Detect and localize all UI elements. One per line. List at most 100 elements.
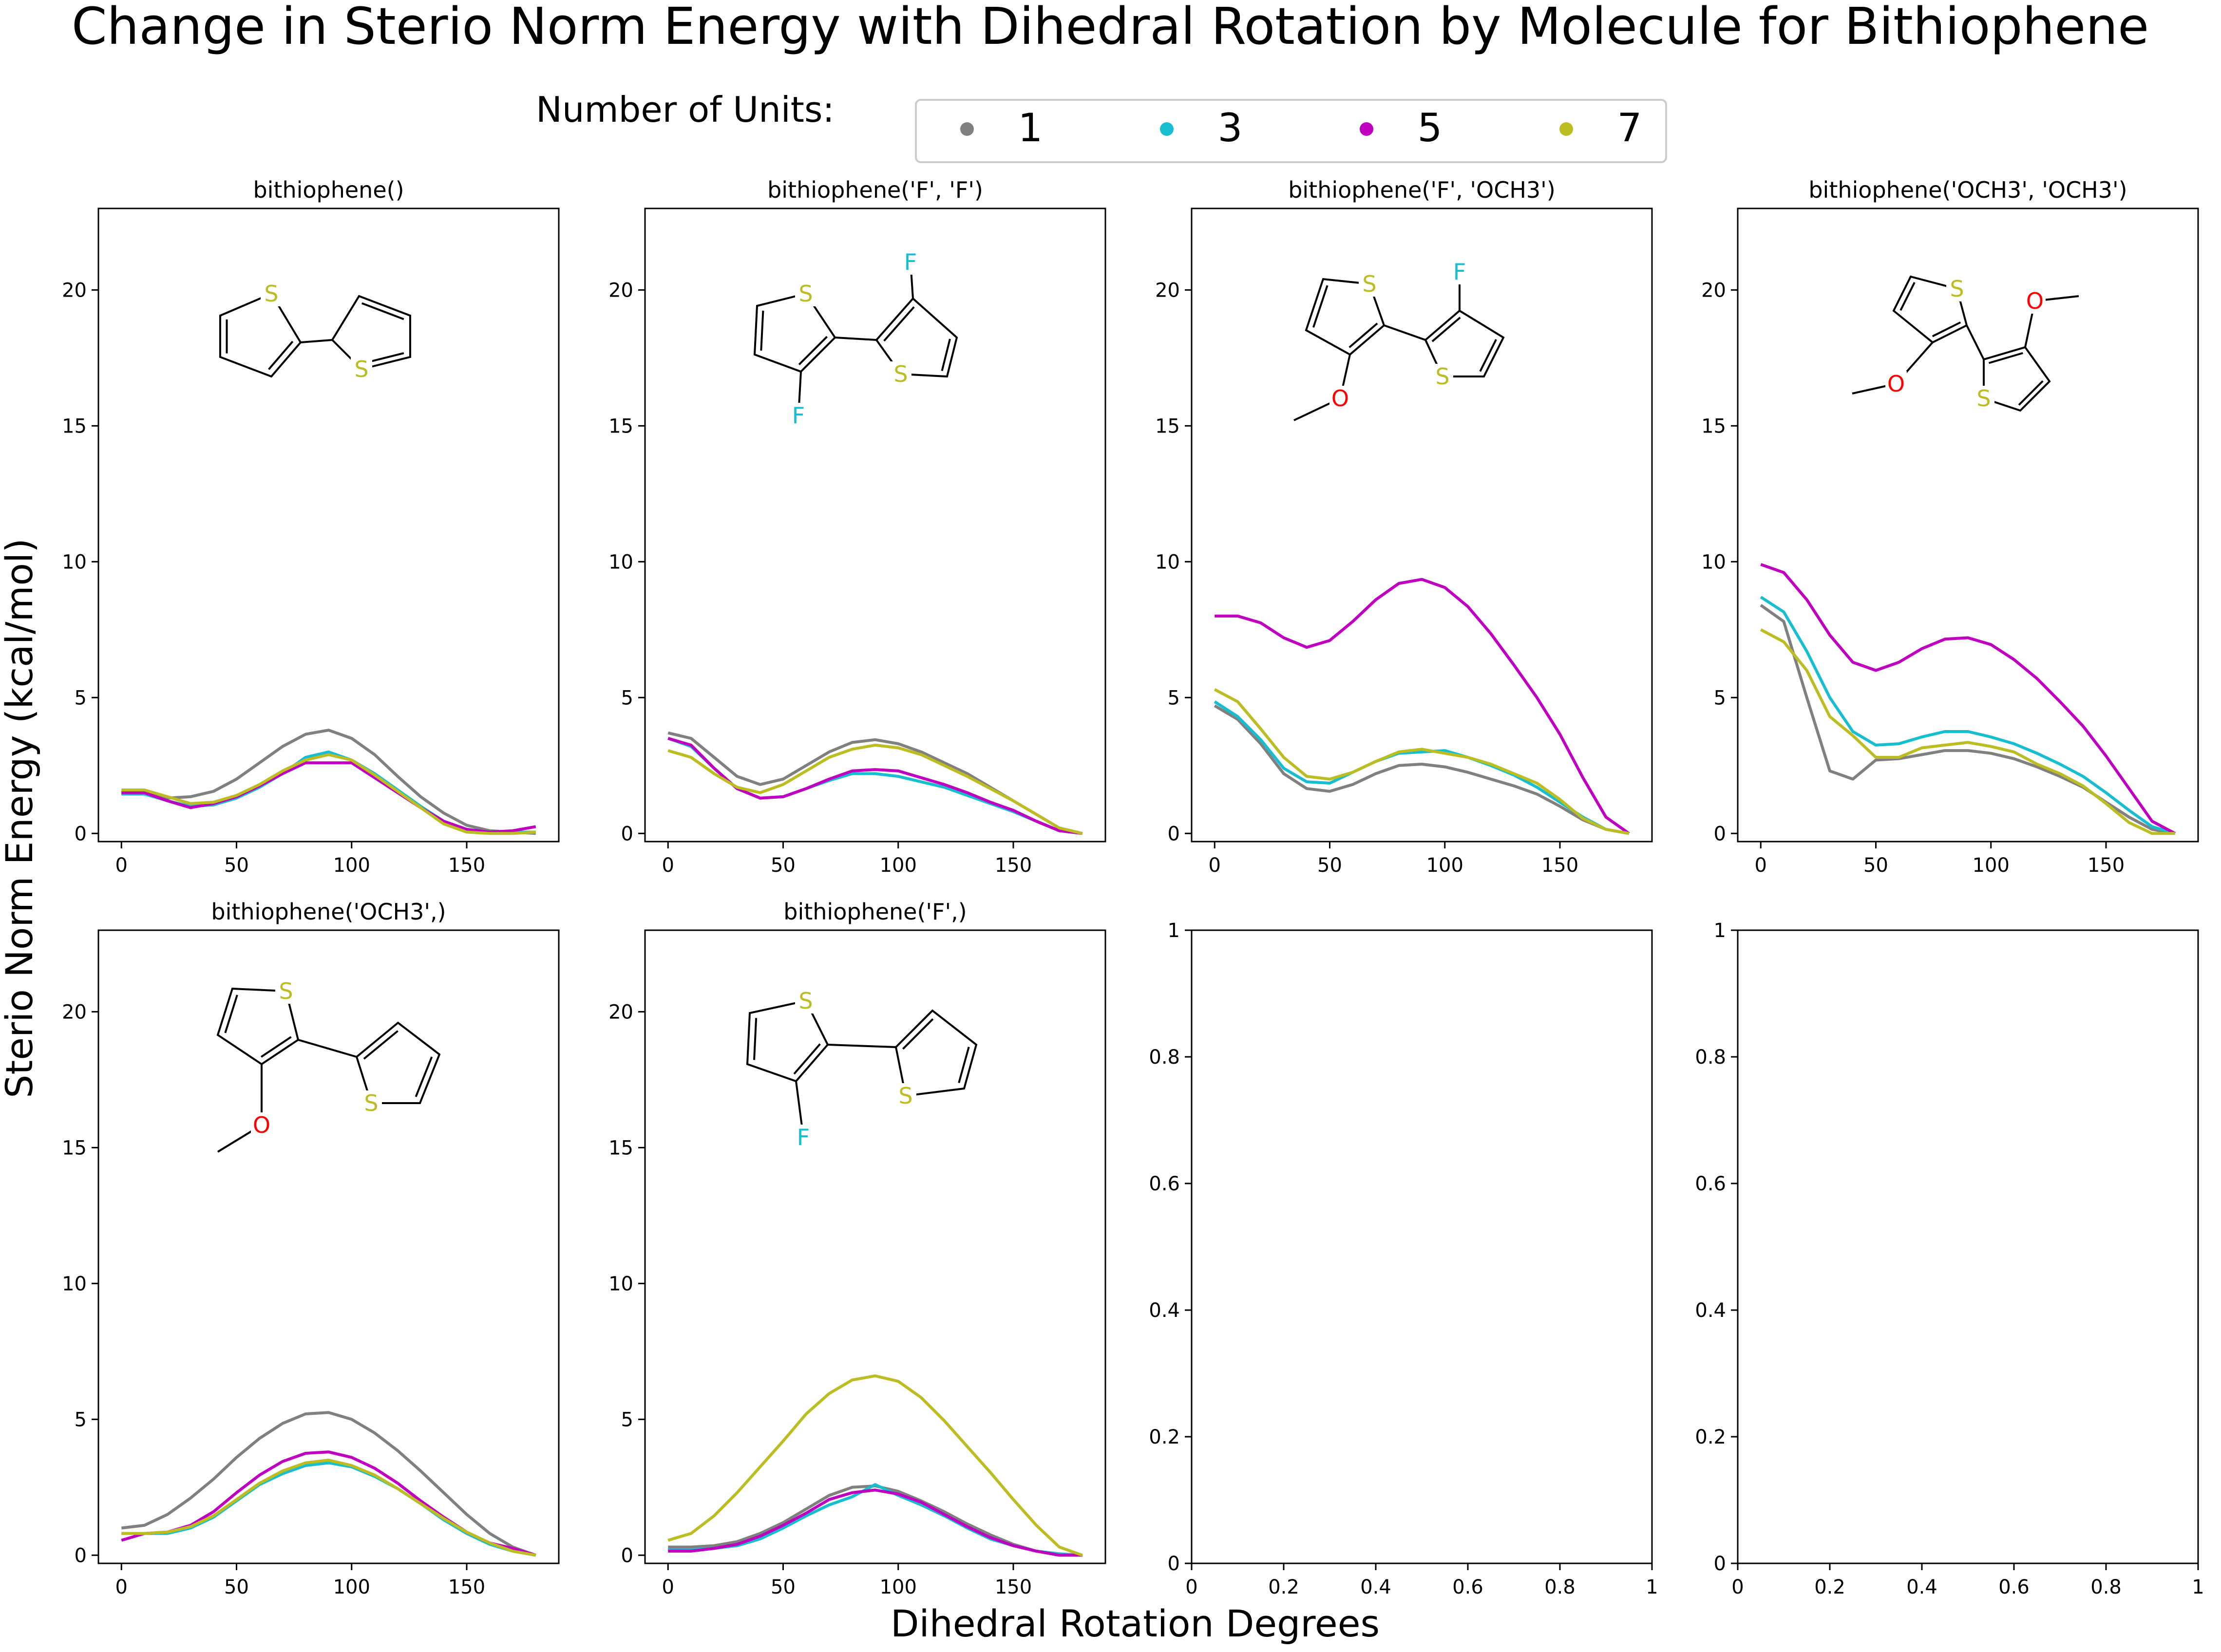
- double-bond: [793, 1043, 821, 1075]
- bond: [298, 1039, 357, 1058]
- x-tick-label: 0: [1209, 854, 1221, 877]
- atom-mask: [1449, 259, 1470, 284]
- plot-area: [667, 1374, 1083, 1557]
- atom-mask: [900, 249, 921, 275]
- molecule-structure: S S O: [216, 978, 441, 1153]
- double-bond: [1348, 322, 1378, 348]
- subplot-2: bithiophene('F', 'F') S S F F 0 50 100 150 0 5 10 15…: [608, 177, 1106, 877]
- legend-marker-1: [960, 122, 974, 136]
- bond: [1384, 324, 1426, 341]
- x-tick-label: 100: [880, 1576, 917, 1598]
- atom-mask: [275, 978, 297, 1004]
- series-line-7: [121, 1459, 536, 1557]
- x-tick-label: 0.6: [1452, 1576, 1483, 1598]
- subplot-7: 0 0.2 0.4 0.6 0.8 1 0 0.2 0.4 0.6 0.8 1: [1149, 920, 1658, 1598]
- series-line-5: [121, 761, 536, 834]
- x-tick-label: 0: [115, 1576, 128, 1598]
- legend-label-3: 3: [1218, 105, 1243, 150]
- double-bond: [798, 336, 828, 366]
- atom-mask: [361, 1090, 382, 1116]
- legend-label-1: 1: [1018, 105, 1043, 150]
- x-tick-label: 100: [333, 854, 370, 877]
- atom-s: S: [1976, 385, 1991, 412]
- axes-frame: [1737, 207, 2199, 843]
- atom-s: S: [898, 1083, 912, 1109]
- x-tick-label: 50: [1317, 854, 1342, 877]
- y-tick-label: 5: [1168, 687, 1180, 709]
- double-bond: [1899, 282, 1916, 311]
- atom-s: S: [1362, 271, 1376, 297]
- y-tick-label: 10: [62, 1273, 87, 1295]
- legend: Number of Units: 1 3 5 7: [536, 89, 1667, 163]
- double-bond: [1932, 321, 1961, 338]
- y-tick-label: 0: [75, 823, 87, 845]
- thiophene-ring: [753, 292, 836, 373]
- series-line-5: [1760, 563, 2176, 835]
- x-tick-label: 0: [1755, 854, 1767, 877]
- double-bond: [1479, 339, 1497, 372]
- double-bond: [224, 995, 238, 1033]
- subplot-title: bithiophene('F',): [783, 899, 967, 925]
- series-line-7: [1760, 628, 2175, 835]
- legend-title: Number of Units:: [536, 89, 835, 130]
- molecule-structure: S S F O: [1293, 259, 1505, 421]
- double-bond: [260, 1036, 292, 1058]
- y-tick-label: 0.2: [1149, 1426, 1180, 1448]
- series-line-7: [667, 1374, 1083, 1557]
- x-tick-label: 100: [333, 1576, 370, 1598]
- y-tick-label: 0.8: [1149, 1046, 1180, 1069]
- legend-frame: [915, 99, 1667, 163]
- y-tick-label: 0: [1168, 1553, 1180, 1575]
- thiophene-ring: [1892, 275, 1968, 344]
- bond: [300, 339, 333, 343]
- y-tick-label: 0.4: [1149, 1299, 1180, 1322]
- atom-mask: [890, 361, 911, 387]
- atom-f: F: [792, 402, 805, 429]
- molecule-structure: SS: [219, 281, 411, 382]
- x-tick-label: 150: [995, 854, 1032, 877]
- double-bond: [1431, 317, 1461, 342]
- axes-frame: [97, 929, 560, 1564]
- axes-frame: [1191, 207, 1653, 843]
- x-tick-label: 0.6: [1998, 1576, 2030, 1598]
- x-tick-label: 100: [1426, 854, 1463, 877]
- subplot-3: bithiophene('F', 'OCH3') S S F O 0 50 100 150 0 5 1…: [1155, 177, 1653, 877]
- x-tick-label: 0.2: [1268, 1576, 1299, 1598]
- x-tick-label: 1: [2192, 1576, 2204, 1598]
- subplot-title: bithiophene('F', 'F'): [767, 177, 983, 203]
- x-tick-label: 50: [771, 854, 796, 877]
- double-bond: [361, 302, 404, 320]
- x-tick-label: 100: [1973, 854, 2010, 877]
- thiophene-ring: [1305, 278, 1386, 356]
- series-line-7: [667, 743, 1083, 835]
- molecule-structure: S S F F: [753, 249, 958, 429]
- atom-s: S: [893, 361, 908, 387]
- series-line-7: [121, 753, 536, 835]
- y-tick-label: 5: [75, 1408, 87, 1431]
- axes-frame: [97, 207, 560, 843]
- bond: [827, 1044, 896, 1048]
- atom-mask: [788, 403, 809, 428]
- series-line-3: [667, 737, 1083, 835]
- double-bond: [753, 1018, 758, 1060]
- thiophene-ring: [1983, 346, 2051, 412]
- atom-s: S: [354, 356, 368, 382]
- atom-mask: [351, 357, 372, 382]
- thiophene-ring: [746, 999, 829, 1083]
- y-tick-label: 20: [608, 1001, 633, 1023]
- plot-area: [667, 731, 1083, 835]
- y-tick-label: 1: [1714, 920, 1726, 942]
- double-bond: [760, 310, 764, 351]
- atom-s: S: [798, 281, 813, 307]
- x-tick-label: 0.8: [2090, 1576, 2122, 1598]
- atom-o: O: [1887, 371, 1905, 397]
- subplots: bithiophene()SS0 50 100 15005101520bithioph…: [62, 177, 2204, 1598]
- thiophene-ring: [894, 1009, 978, 1097]
- thiophene-ring: [331, 295, 411, 371]
- y-tick-label: 0.6: [1149, 1173, 1180, 1195]
- legend-marker-5: [1360, 122, 1373, 136]
- y-tick-label: 20: [1155, 279, 1180, 301]
- plot-area: [1214, 578, 1630, 835]
